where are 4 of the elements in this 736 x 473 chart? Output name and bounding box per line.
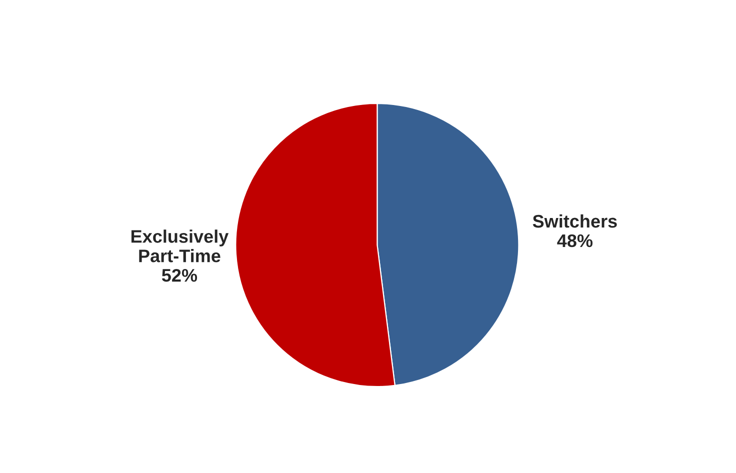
slice-label: Switchers — [532, 214, 617, 228]
data-label: 48% — [557, 234, 593, 248]
data-label: 52% — [162, 268, 198, 282]
slice-label: Exclusively Part-Time — [131, 230, 229, 262]
